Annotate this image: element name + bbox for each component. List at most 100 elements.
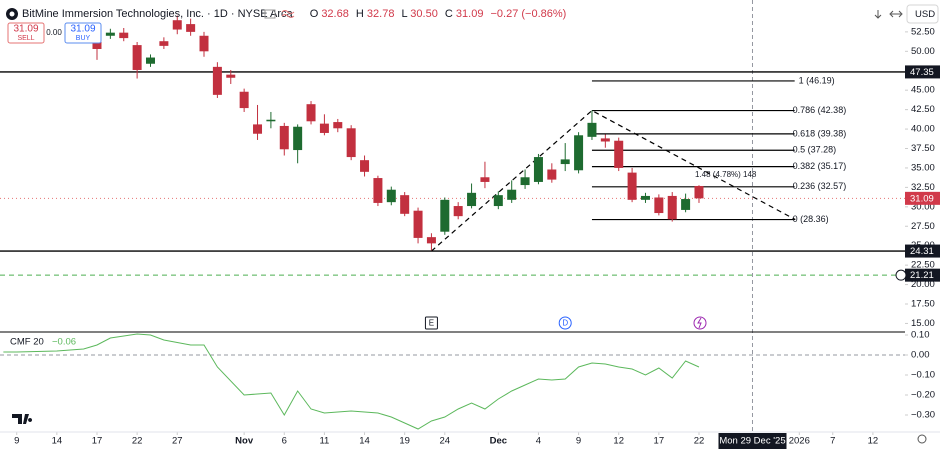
candle-body: [627, 172, 637, 200]
candle-body: [667, 195, 677, 220]
x-tick-label: 17: [654, 436, 665, 447]
candle-body: [199, 35, 209, 52]
fib-label: 0.5 (37.28): [793, 145, 837, 155]
x-tick-label: 11: [319, 436, 329, 447]
chart-title: BitMine Immersion Technologies, Inc. · 1…: [22, 8, 294, 20]
crosshair-label-box: [718, 433, 787, 449]
header: BitMine Immersion Technologies, Inc. · 1…: [22, 8, 566, 20]
candle-body: [186, 24, 196, 32]
level-tag: [905, 65, 940, 79]
y-tick-label: 35.00: [911, 162, 935, 173]
crosshair-label: Mon 29 Dec '25: [719, 436, 785, 447]
y2-tick-label: 0.10: [911, 330, 930, 341]
down-arrow-icon[interactable]: [874, 10, 882, 19]
low-label: L: [402, 8, 408, 20]
fib-label: 1 (46.19): [799, 75, 835, 85]
candle-body: [293, 126, 303, 151]
cmf-name: CMF 20: [10, 337, 44, 348]
candle-body: [360, 160, 370, 172]
y-tick-label: 40.00: [911, 124, 935, 135]
event-label: D: [562, 319, 568, 328]
candle-body: [333, 122, 343, 129]
x-tick-label: 9: [576, 436, 581, 447]
event-marker[interactable]: [424, 316, 438, 330]
split-event-glyph: [697, 317, 702, 329]
level-tag: [905, 244, 940, 258]
candle-body: [600, 138, 610, 142]
candle-body: [306, 104, 316, 122]
x-tick-label: 12: [868, 436, 879, 447]
eye-icon[interactable]: [264, 9, 276, 19]
candle-body: [467, 192, 477, 207]
y-tick-label: 37.50: [911, 143, 935, 154]
y2-tick-label: −0.30: [911, 410, 935, 421]
buy-button[interactable]: [64, 22, 102, 44]
x-tick-label: 14: [52, 436, 63, 447]
candle-body: [440, 199, 450, 232]
level-tag-label: 21.21: [910, 270, 934, 281]
close-label: C: [445, 8, 453, 20]
x-tick-label: 22: [132, 436, 143, 447]
y-tick-label: 42.50: [911, 104, 935, 115]
overlay: 52.5050.0047.5045.0042.5040.0037.5035.00…: [14, 26, 940, 449]
sell-button[interactable]: [7, 22, 45, 44]
candle-body: [319, 123, 329, 133]
plot: 1 (46.19) 0.786 (42.38) 0.618 (39.38) 0.5 (…: [0, 0, 908, 435]
level-tag-label: 24.31: [910, 246, 934, 257]
candle-body: [640, 195, 650, 200]
fib-label: 0.382 (35.17): [793, 161, 847, 171]
currency: USD: [915, 9, 935, 20]
candle-body: [547, 169, 557, 180]
x-tick-label: 17: [92, 436, 103, 447]
fib-label: 0.786 (42.38): [793, 105, 847, 115]
candle-body: [279, 125, 289, 150]
candle-body: [132, 45, 142, 70]
wave-icon[interactable]: [281, 10, 295, 18]
y-tick-label: 22.50: [911, 260, 935, 271]
y-tick-label: 27.50: [911, 221, 935, 232]
open-value: 32.68: [321, 8, 349, 20]
candle-body: [226, 74, 236, 78]
level-add-icon[interactable]: [895, 269, 907, 281]
y-tick-label: 20.00: [911, 279, 935, 290]
candle-body: [145, 57, 155, 64]
candle-body: [614, 140, 624, 168]
currency-button[interactable]: [906, 4, 939, 24]
spread: 0.00: [46, 28, 62, 37]
x-tick-label: 2026: [789, 436, 810, 447]
candle-body: [426, 237, 436, 244]
y-tick-label: 45.00: [911, 85, 935, 96]
candle-body: [520, 177, 530, 186]
x-tick-label: 24: [440, 436, 451, 447]
x-tick-label: 22: [694, 436, 705, 447]
buy-label: BUY: [76, 35, 91, 42]
close-value: 31.09: [456, 8, 484, 20]
event-marker[interactable]: [558, 316, 572, 330]
fib-label: 0.618 (39.38): [793, 128, 847, 138]
candle-body: [346, 128, 356, 158]
high-label: H: [356, 8, 364, 20]
candle-body: [654, 197, 664, 214]
candle-body: [105, 32, 115, 36]
y2-tick-label: −0.10: [911, 370, 935, 381]
x-tick-label: 7: [830, 436, 835, 447]
sell-label: SELL: [17, 35, 34, 42]
y-tick-label: 15.00: [911, 318, 935, 329]
swap-icon[interactable]: [889, 10, 903, 18]
candle-body: [533, 157, 543, 182]
tv-logo: [12, 414, 33, 424]
y2-tick-label: −0.20: [911, 390, 935, 401]
level-tag-label: 31.09: [910, 193, 934, 204]
candle-body: [681, 199, 691, 210]
y2-tick-label: 0.00: [911, 350, 930, 361]
x-tick-label: 6: [282, 436, 287, 447]
y-tick-label: 52.50: [911, 26, 935, 37]
settings-icon[interactable]: [917, 434, 927, 444]
y-tick-label: 30.00: [911, 201, 935, 212]
fib-label: 0 (28.36): [793, 214, 829, 224]
candle-body: [574, 135, 584, 171]
candle-body: [159, 41, 169, 46]
